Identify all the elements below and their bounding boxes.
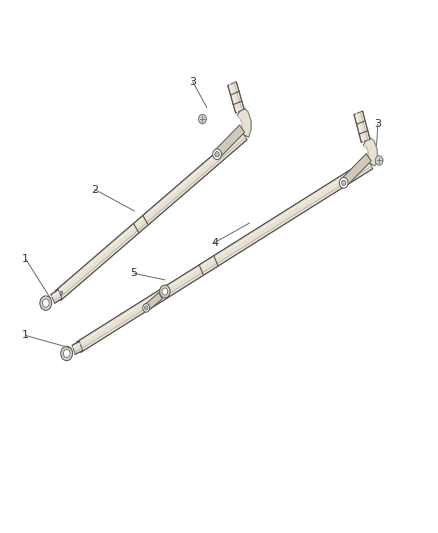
Circle shape: [42, 299, 49, 307]
Circle shape: [143, 304, 150, 312]
Circle shape: [342, 180, 346, 185]
Circle shape: [198, 114, 206, 124]
Polygon shape: [145, 293, 162, 311]
Polygon shape: [51, 290, 62, 303]
Circle shape: [40, 296, 52, 310]
Text: 1: 1: [22, 254, 29, 263]
Circle shape: [375, 156, 383, 165]
Polygon shape: [72, 342, 83, 354]
Polygon shape: [77, 158, 373, 352]
Text: 2: 2: [92, 184, 99, 195]
Circle shape: [339, 177, 348, 188]
Text: 3: 3: [374, 119, 381, 130]
Ellipse shape: [53, 292, 62, 300]
Text: 3: 3: [189, 77, 196, 87]
Text: 4: 4: [211, 238, 218, 248]
Circle shape: [64, 349, 70, 358]
Circle shape: [145, 306, 148, 310]
Polygon shape: [237, 107, 251, 138]
Circle shape: [213, 149, 222, 159]
Text: 5: 5: [131, 269, 138, 278]
Polygon shape: [228, 82, 244, 113]
Circle shape: [162, 288, 168, 295]
Polygon shape: [341, 154, 371, 187]
Polygon shape: [215, 125, 244, 158]
Text: 1: 1: [22, 330, 29, 341]
Polygon shape: [354, 111, 370, 142]
Polygon shape: [363, 136, 377, 166]
Circle shape: [61, 346, 73, 361]
Circle shape: [159, 285, 170, 298]
Circle shape: [215, 151, 219, 157]
Polygon shape: [55, 130, 247, 301]
